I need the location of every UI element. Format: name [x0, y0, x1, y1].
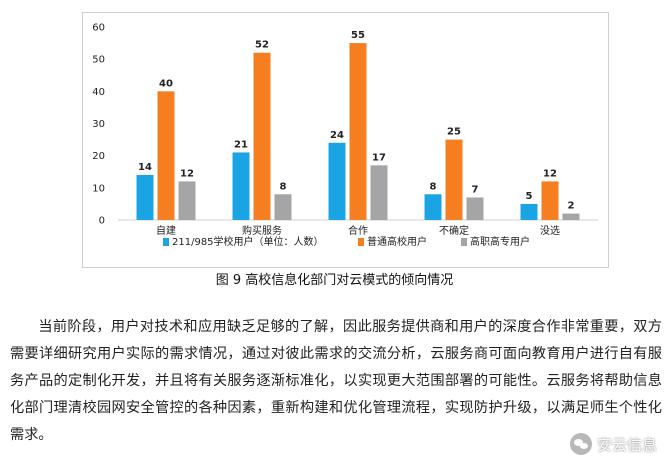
- y-tick-label: 30: [92, 119, 105, 130]
- legend-entry: 高职高专用户: [470, 235, 530, 248]
- data-label: 8: [430, 181, 437, 192]
- y-tick-label: 0: [99, 216, 105, 227]
- watermark: 安云信息: [569, 433, 657, 455]
- data-label: 14: [138, 162, 152, 173]
- bar: [370, 165, 388, 220]
- y-tick-label: 20: [92, 151, 105, 162]
- bar: [541, 181, 559, 220]
- legend-entry: 211/985学校用户（单位：人数）: [172, 235, 324, 248]
- data-label: 21: [234, 139, 248, 150]
- bar: [136, 174, 154, 220]
- data-label: 8: [280, 181, 287, 192]
- data-label: 55: [351, 30, 365, 41]
- bar: [466, 197, 484, 220]
- data-label: 17: [372, 152, 386, 163]
- figure-caption: 图 9 高校信息化部门对云模式的倾向情况: [215, 273, 454, 288]
- data-label: 52: [255, 40, 269, 51]
- bar: [274, 194, 292, 220]
- chart-frame: 0 10 20 30 40 50 60 14 40 12 自建 21 52 8 购买服务 24 55 17 合作 8 2…: [82, 12, 609, 268]
- category-label: 没选: [540, 224, 560, 237]
- category-label: 自建: [156, 224, 176, 237]
- y-tick-label: 40: [92, 87, 105, 98]
- data-label: 12: [543, 168, 557, 179]
- bar: [157, 91, 175, 220]
- data-label: 24: [330, 130, 344, 141]
- bar: [178, 181, 196, 220]
- bar: [562, 213, 580, 220]
- data-label: 5: [526, 191, 533, 202]
- bar: [424, 194, 442, 220]
- data-label: 7: [472, 184, 479, 195]
- category-label: 购买服务: [242, 224, 282, 237]
- data-label: 2: [568, 201, 575, 212]
- category-label: 合作: [348, 224, 368, 237]
- data-label: 12: [180, 168, 194, 179]
- bar: [253, 52, 271, 220]
- bar: [445, 139, 463, 220]
- bar: [520, 203, 538, 220]
- watermark-text: 安云信息: [596, 435, 657, 454]
- body-paragraph: 当前阶段，用户对技术和应用缺乏足够的了解，因此服务提供商和用户的深度合作非常重要…: [10, 314, 662, 449]
- y-tick-label: 50: [92, 55, 105, 66]
- y-tick-label: 10: [92, 183, 105, 194]
- data-label: 40: [159, 78, 173, 89]
- legend-swatch: [461, 238, 467, 246]
- bar-chart: 0102030405060144012自建21528购买服务245517合作82…: [92, 23, 598, 248]
- bar: [232, 152, 250, 220]
- body-paragraph-text: 当前阶段，用户对技术和应用缺乏足够的了解，因此服务提供商和用户的深度合作非常重要…: [10, 319, 662, 443]
- data-label: 25: [447, 127, 461, 138]
- legend-entry: 普通高校用户: [367, 235, 427, 248]
- y-tick-label: 60: [92, 23, 105, 34]
- category-label: 不确定: [439, 224, 469, 237]
- bar: [349, 43, 367, 220]
- legend-swatch: [358, 238, 364, 246]
- cloud-logo-icon: [569, 433, 592, 455]
- legend-swatch: [163, 238, 169, 246]
- bar: [328, 142, 346, 220]
